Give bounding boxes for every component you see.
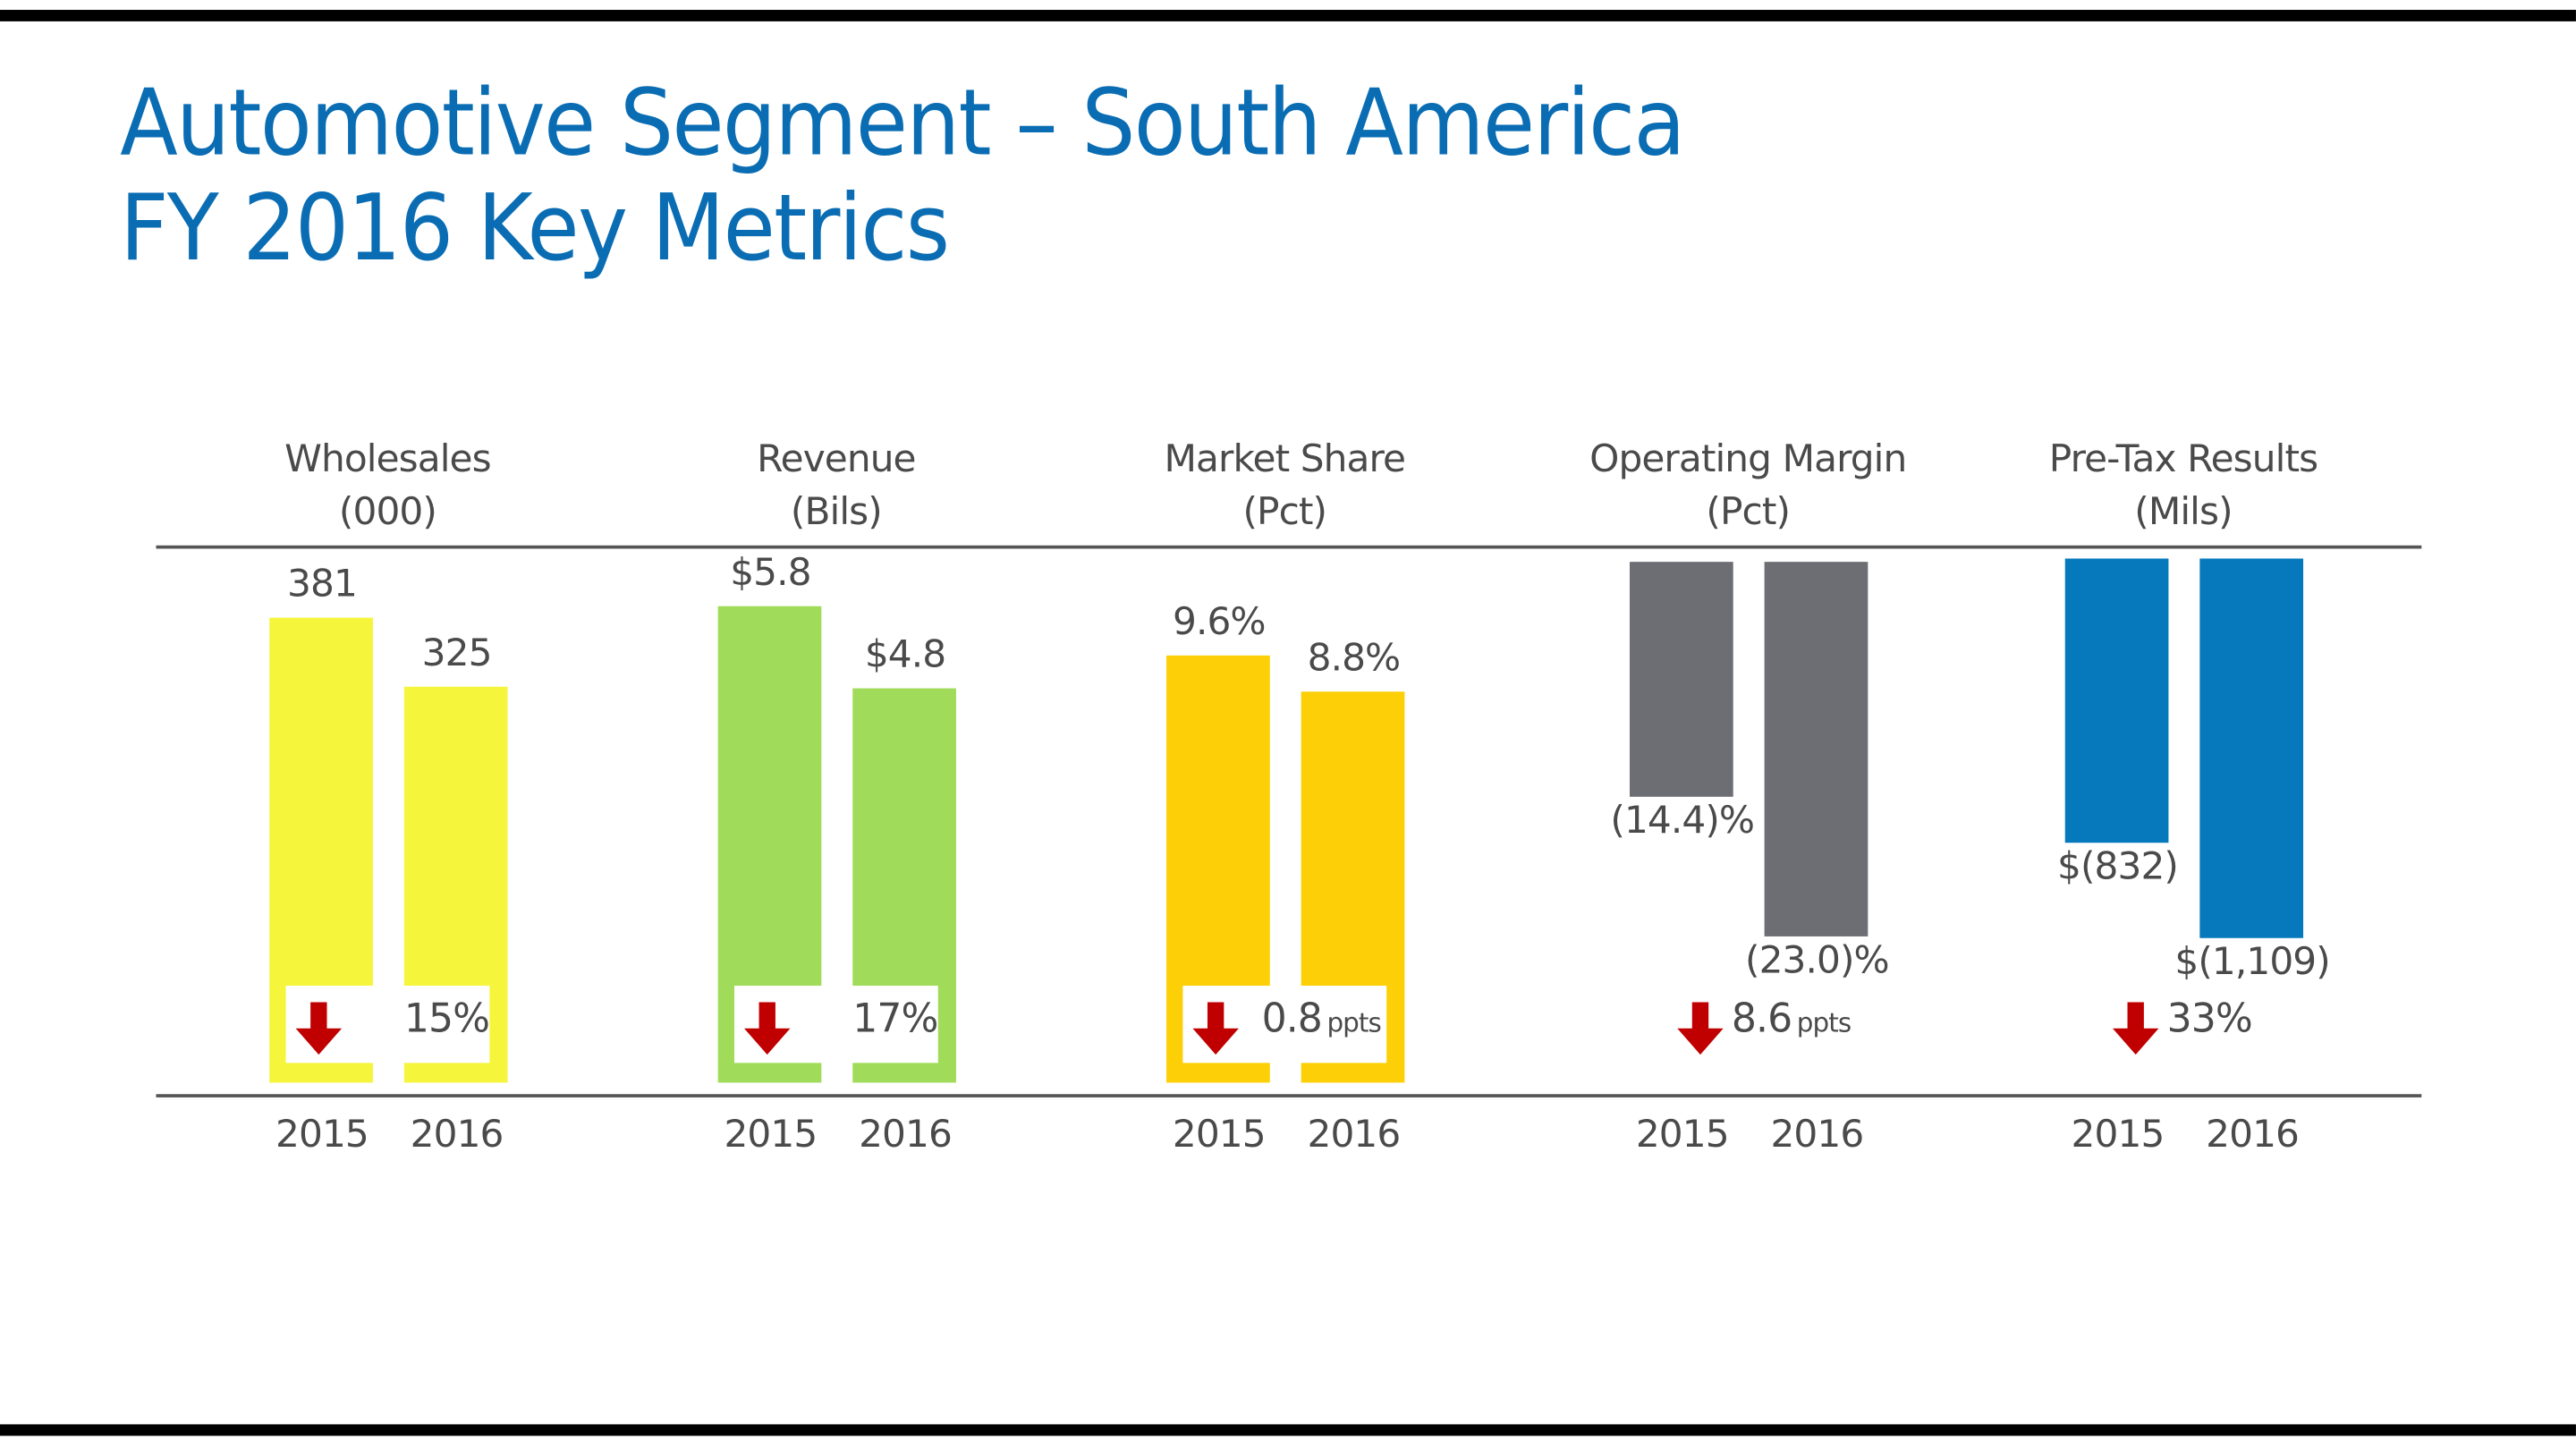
panel-unit-label: (Mils) [2134,491,2233,534]
change-amount: 15% [403,996,490,1042]
change-unit: ppts [1796,1006,1852,1038]
change-amount: 8.6 [1731,996,1792,1042]
data-label: 381 [287,563,358,606]
title-line-2: FY 2016 Key Metrics [120,175,950,283]
change-amount: 33% [2166,996,2253,1042]
change-value: 0.8 ppts [1261,996,1382,1042]
change-value: 33% [2166,996,2253,1042]
data-label: $5.8 [730,552,811,595]
data-label: $(1,109) [2174,940,2330,984]
x-tick-label: 2015 [2071,1114,2165,1157]
panel-title: Operating Margin [1589,438,1907,482]
x-tick-label: 2016 [1307,1114,1401,1157]
x-tick-label: 2016 [1770,1114,1864,1157]
change-indicator: 17% [734,986,938,1063]
data-label: $4.8 [864,633,946,677]
panel-title: Market Share [1164,438,1406,482]
change-value: 8.6 ppts [1731,996,1852,1042]
bar-2016 [1764,562,1868,937]
change-indicator: 15% [285,986,490,1063]
bar-2016 [2199,558,2304,938]
panel-title: Revenue [757,438,916,482]
x-tick-label: 2015 [1635,1114,1730,1157]
x-tick-label: 2016 [2206,1114,2300,1157]
data-label: 325 [421,631,493,674]
change-indicator: 0.8 ppts [1182,986,1387,1063]
data-label: (23.0)% [1745,940,1890,984]
x-tick-label: 2015 [275,1114,369,1157]
down-arrow-icon [1677,1002,1724,1055]
top-rule [156,545,2422,549]
panel-unit-label: (Bils) [790,491,883,534]
x-tick-label: 2016 [410,1114,504,1157]
panel-unit-label: (Pct) [1706,491,1791,534]
x-tick-label: 2015 [724,1114,818,1157]
x-tick-label: 2016 [859,1114,953,1157]
change-value: 15% [403,996,490,1042]
data-label: (14.4)% [1610,800,1755,843]
down-arrow-icon [744,1002,791,1055]
baseline-rule [156,1094,2422,1097]
down-arrow-icon [2112,1002,2159,1055]
x-tick-label: 2015 [1172,1114,1267,1157]
down-arrow-icon [295,1002,343,1055]
title-line-1: Automotive Segment – South America [120,70,1685,178]
data-label: 9.6% [1173,600,1267,644]
change-amount: 17% [852,996,938,1042]
data-label: $(832) [2057,845,2179,889]
panel-unit-label: (Pct) [1242,491,1327,534]
top-border [0,10,2576,21]
bar-2015 [1630,562,1733,797]
change-indicator: 33% [2081,986,2285,1063]
panel-title: Wholesales [284,438,492,482]
panel-title: Pre-Tax Results [2048,438,2318,482]
bar-2015 [2064,558,2169,843]
change-unit: ppts [1326,1006,1381,1038]
change-amount: 0.8 [1261,996,1323,1042]
change-value: 17% [852,996,938,1042]
bottom-border [0,1424,2576,1436]
data-label: 8.8% [1307,636,1402,680]
panel-unit-label: (000) [338,491,437,534]
change-indicator: 8.6 ppts [1646,986,1852,1063]
down-arrow-icon [1192,1002,1239,1055]
